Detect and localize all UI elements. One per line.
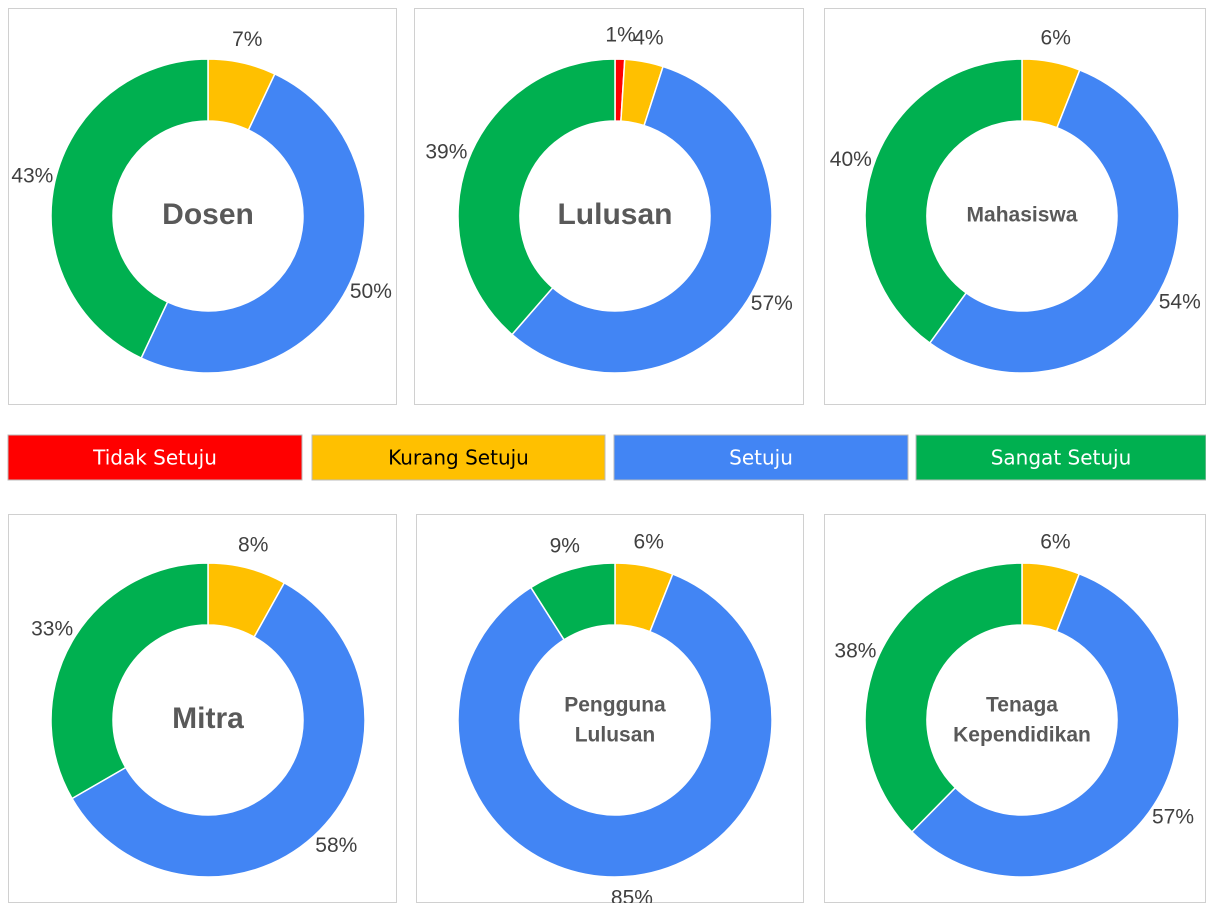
chart-title: Pengguna xyxy=(564,694,666,717)
data-label: 43% xyxy=(11,164,53,187)
legend-label: Sangat Setuju xyxy=(991,446,1132,470)
legend-label: Kurang Setuju xyxy=(388,446,529,470)
donut-segment xyxy=(910,572,1180,878)
donut-segment xyxy=(140,72,366,374)
data-label: 7% xyxy=(232,28,262,51)
chart-title: Mitra xyxy=(172,702,244,735)
legend-label: Tidak Setuju xyxy=(92,446,217,470)
donut-segment xyxy=(928,69,1180,374)
donut-segment xyxy=(529,562,616,641)
legend-swatch xyxy=(311,434,606,481)
data-label: 1% xyxy=(605,24,635,47)
legend-swatch xyxy=(7,434,303,481)
donut-segment xyxy=(457,58,616,336)
data-label: 4% xyxy=(633,27,663,50)
data-label: 8% xyxy=(238,533,268,556)
data-label: 58% xyxy=(315,834,357,857)
data-label: 9% xyxy=(550,535,580,558)
donut-segment xyxy=(50,562,209,800)
data-label: 33% xyxy=(31,618,73,641)
data-label: 6% xyxy=(1041,27,1071,50)
donut-segment xyxy=(510,65,773,374)
data-label: 85% xyxy=(611,887,653,903)
legend-label: Setuju xyxy=(729,446,793,470)
data-label: 57% xyxy=(751,292,793,315)
chart-title: Dosen xyxy=(162,198,254,231)
data-label: 54% xyxy=(1159,290,1201,313)
chart-title: Lulusan xyxy=(575,724,656,747)
donut-segment xyxy=(864,58,1023,345)
data-label: 6% xyxy=(634,531,664,554)
data-label: 57% xyxy=(1152,806,1194,829)
data-label: 38% xyxy=(834,639,876,662)
chart-title: Lulusan xyxy=(557,198,672,231)
chart-title: Tenaga xyxy=(986,694,1058,717)
data-label: 39% xyxy=(425,141,467,164)
donut-segment xyxy=(864,562,1023,833)
data-label: 6% xyxy=(1040,531,1070,554)
chart-title: Mahasiswa xyxy=(967,204,1078,227)
donut-segment xyxy=(50,58,209,360)
donut-segment xyxy=(71,581,366,878)
data-label: 40% xyxy=(830,148,872,171)
chart-title: Kependidikan xyxy=(953,724,1091,747)
legend-swatch xyxy=(613,434,909,481)
data-label: 50% xyxy=(350,280,392,303)
donut-segment xyxy=(457,573,773,878)
legend-swatch xyxy=(915,434,1206,481)
